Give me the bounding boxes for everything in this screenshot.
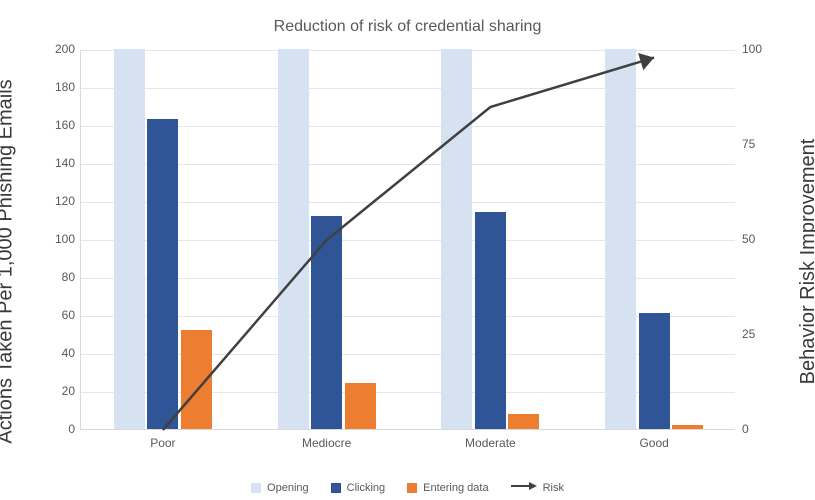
legend-item: Entering data [407, 482, 488, 494]
legend-label: Risk [543, 482, 564, 494]
legend-swatch [251, 483, 261, 493]
ytick-left: 40 [35, 346, 75, 360]
xtick: Good [639, 436, 668, 450]
ytick-left: 100 [35, 232, 75, 246]
chart-root: Actions Taken Per 1,000 Phishing Emails … [0, 0, 815, 500]
chart-title: Reduction of risk of credential sharing [0, 18, 815, 36]
ytick-right: 0 [742, 422, 782, 436]
ytick-right: 100 [742, 42, 782, 56]
ytick-left: 60 [35, 308, 75, 322]
ytick-left: 140 [35, 156, 75, 170]
legend-swatch [407, 483, 417, 493]
y-axis-label-right: Behavior Risk Improvement [798, 139, 815, 385]
xtick: Mediocre [302, 436, 351, 450]
legend-item: Clicking [331, 482, 386, 494]
legend-label: Opening [267, 482, 309, 494]
ytick-left: 160 [35, 118, 75, 132]
legend-label: Clicking [347, 482, 386, 494]
ytick-right: 75 [742, 137, 782, 151]
legend: Opening Clicking Entering data Risk [0, 481, 815, 494]
ytick-left: 80 [35, 270, 75, 284]
legend-swatch [331, 483, 341, 493]
legend-label: Entering data [423, 482, 488, 494]
ytick-left: 120 [35, 194, 75, 208]
ytick-right: 25 [742, 327, 782, 341]
ytick-left: 0 [35, 422, 75, 436]
y-axis-label-left: Actions Taken Per 1,000 Phishing Emails [0, 79, 18, 443]
ytick-left: 200 [35, 42, 75, 56]
legend-arrow-icon [511, 481, 537, 494]
legend-item: Risk [511, 481, 564, 494]
ytick-left: 180 [35, 80, 75, 94]
plot-area: 0204060801001201401601802000255075100Poo… [80, 50, 735, 430]
xtick: Moderate [465, 436, 516, 450]
xtick: Poor [150, 436, 175, 450]
risk-line [81, 50, 736, 430]
legend-item: Opening [251, 482, 309, 494]
ytick-right: 50 [742, 232, 782, 246]
ytick-left: 20 [35, 384, 75, 398]
